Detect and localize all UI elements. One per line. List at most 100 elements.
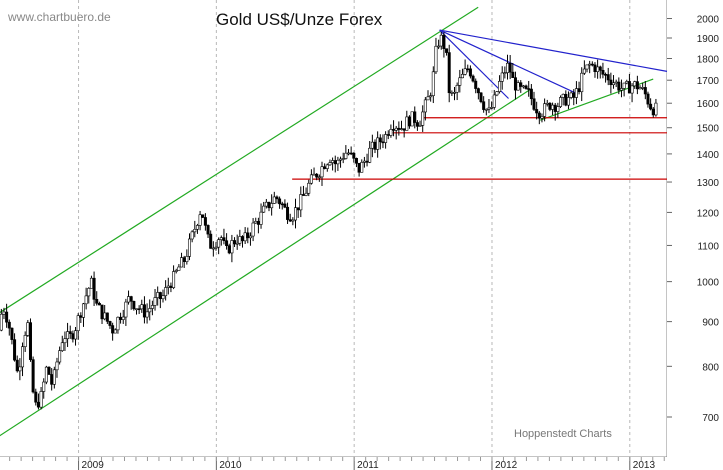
- y-axis: 700 800 900 1000 1100 1200 1300 1400 1500 1600 170…: [667, 15, 719, 424]
- candle-body: [288, 219, 292, 222]
- candle-body: [18, 366, 22, 372]
- candle-body: [506, 62, 510, 73]
- candle-body: [153, 297, 157, 306]
- candle-body: [455, 85, 459, 93]
- candle-body: [442, 34, 446, 49]
- candle-body: [635, 81, 639, 90]
- y-tick-label: 1600: [697, 99, 720, 110]
- candle-body: [492, 94, 496, 108]
- candle-body: [521, 85, 525, 88]
- candle-body: [561, 93, 565, 98]
- candle-body: [21, 346, 25, 368]
- chart-title: Gold US$/Unze Forex: [216, 10, 383, 29]
- candle-body: [545, 102, 549, 105]
- candle-body: [410, 111, 414, 127]
- candle-body: [121, 316, 125, 320]
- trendline: [439, 29, 509, 99]
- candle-body: [267, 201, 271, 209]
- candle-body: [180, 257, 184, 268]
- candle-body: [315, 173, 319, 178]
- candle-body: [331, 160, 335, 163]
- x-tick-label: 2012: [495, 460, 518, 470]
- candle-body: [619, 88, 623, 91]
- candle-body: [28, 322, 32, 360]
- candle-body: [453, 91, 457, 94]
- candle-body: [31, 359, 35, 393]
- candle-body: [2, 311, 6, 315]
- candle-body: [529, 88, 533, 100]
- candle-body: [360, 162, 364, 173]
- candle-body: [203, 217, 207, 226]
- candle-body: [309, 174, 313, 184]
- candle-body: [39, 391, 43, 408]
- candle-body: [79, 315, 83, 318]
- trendline: [439, 29, 668, 72]
- candle-body: [81, 303, 85, 318]
- trendlines: [0, 6, 668, 437]
- candle-body: [407, 116, 411, 127]
- candle-body: [614, 81, 618, 84]
- candle-body: [577, 88, 581, 93]
- candle-body: [400, 128, 404, 130]
- candle-body: [275, 196, 279, 200]
- candle-body: [590, 63, 594, 66]
- candle-body: [413, 111, 417, 123]
- candle-body: [142, 304, 146, 318]
- y-tick-label: 900: [702, 318, 719, 329]
- candle-body: [172, 271, 176, 288]
- candle-body: [612, 82, 616, 86]
- y-tick-label: 1700: [697, 76, 720, 87]
- candle-body: [225, 240, 229, 246]
- candle-body: [328, 162, 332, 166]
- candle-body: [211, 247, 215, 250]
- candle-body: [97, 302, 101, 306]
- candle-body: [347, 152, 351, 155]
- candle-body: [476, 88, 480, 94]
- candle-body: [50, 374, 54, 385]
- candle-body: [296, 207, 300, 211]
- plot-area: [0, 0, 667, 457]
- candle-body: [431, 71, 435, 96]
- candle-body: [124, 301, 128, 318]
- candle-body: [235, 242, 239, 245]
- candle-body: [458, 77, 462, 86]
- candle-body: [187, 238, 191, 257]
- y-tick-label: 700: [702, 413, 719, 424]
- trendline: [439, 29, 578, 95]
- candle-body: [134, 308, 138, 311]
- candle-body: [222, 237, 226, 241]
- candle-body: [415, 122, 419, 127]
- trendline: [0, 6, 479, 314]
- candle-body: [325, 164, 329, 169]
- candle-body: [111, 325, 115, 334]
- candle-body: [556, 106, 560, 112]
- candle-body: [5, 311, 9, 323]
- candle-body: [74, 330, 78, 340]
- candle-body: [460, 74, 464, 79]
- y-tick-label: 800: [702, 362, 719, 373]
- candle-body: [447, 52, 451, 94]
- candle-body: [471, 75, 475, 82]
- candle-body: [654, 102, 658, 116]
- candle-body: [344, 152, 348, 159]
- candle-body: [13, 339, 17, 361]
- candle-body: [585, 64, 589, 70]
- candle-body: [445, 48, 449, 53]
- candle-body: [214, 246, 218, 249]
- candle-body: [206, 225, 210, 235]
- candle-body: [333, 160, 337, 165]
- candle-body: [34, 391, 38, 403]
- candle-body: [190, 231, 194, 240]
- candle-body: [272, 196, 276, 204]
- candle-body: [378, 137, 382, 143]
- candle-body: [193, 228, 197, 233]
- candle-body: [487, 107, 491, 110]
- candle-body: [169, 285, 173, 288]
- candle-body: [540, 116, 544, 119]
- candle-body: [68, 331, 72, 334]
- candle-body: [127, 296, 131, 303]
- y-tick-label: 1400: [697, 150, 720, 161]
- candle-body: [580, 72, 584, 93]
- candle-body: [286, 206, 290, 220]
